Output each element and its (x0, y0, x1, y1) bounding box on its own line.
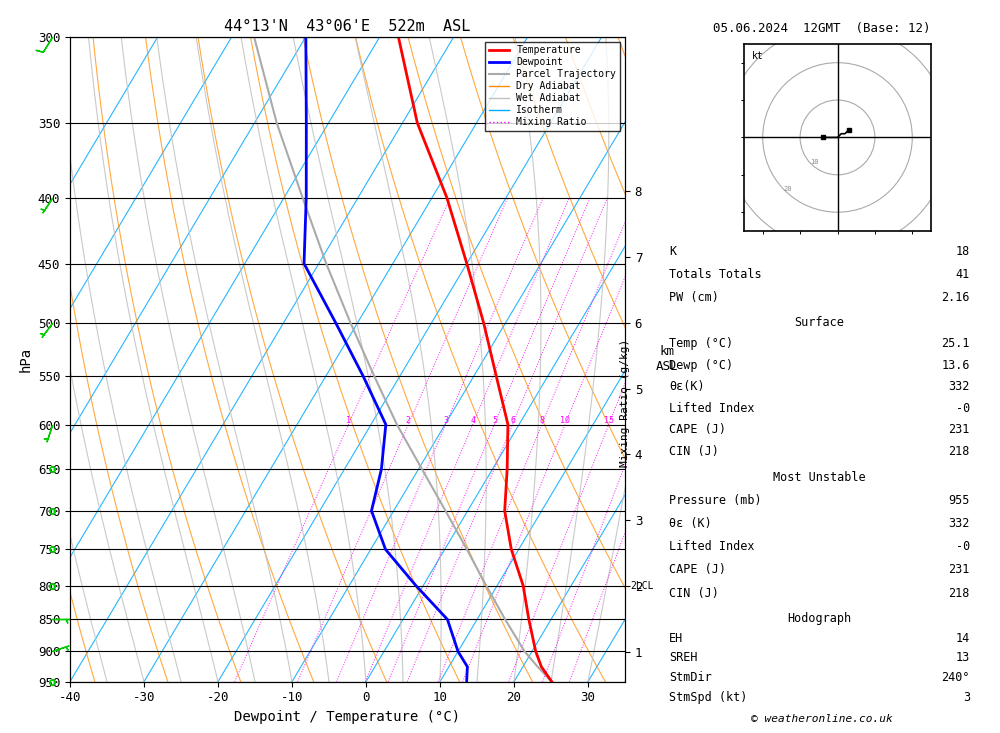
Title: 44°13'N  43°06'E  522m  ASL: 44°13'N 43°06'E 522m ASL (224, 19, 471, 34)
Y-axis label: km
ASL: km ASL (656, 345, 678, 373)
Text: 5: 5 (492, 416, 497, 424)
Text: 3: 3 (963, 691, 970, 704)
Text: CIN (J): CIN (J) (669, 586, 719, 600)
Text: Surface: Surface (795, 316, 844, 329)
Text: 6: 6 (510, 416, 515, 424)
Text: θε (K): θε (K) (669, 517, 712, 530)
Text: © weatheronline.co.uk: © weatheronline.co.uk (751, 714, 893, 724)
Text: 14: 14 (956, 632, 970, 644)
Y-axis label: hPa: hPa (18, 347, 32, 372)
Text: Temp (°C): Temp (°C) (669, 337, 733, 350)
Text: K: K (669, 245, 676, 258)
Text: Mixing Ratio (g/kg): Mixing Ratio (g/kg) (620, 339, 630, 467)
Text: 4: 4 (470, 416, 475, 424)
Text: CIN (J): CIN (J) (669, 444, 719, 457)
Text: 15: 15 (604, 416, 614, 424)
Text: Totals Totals: Totals Totals (669, 268, 762, 281)
Text: 25.1: 25.1 (941, 337, 970, 350)
Text: 18: 18 (956, 245, 970, 258)
Text: EH: EH (669, 632, 683, 644)
Text: 231: 231 (949, 564, 970, 576)
Text: StmDir: StmDir (669, 671, 712, 684)
Legend: Temperature, Dewpoint, Parcel Trajectory, Dry Adiabat, Wet Adiabat, Isotherm, Mi: Temperature, Dewpoint, Parcel Trajectory… (485, 42, 620, 131)
Text: SREH: SREH (669, 652, 698, 664)
Text: 8: 8 (539, 416, 544, 424)
Text: PW (cm): PW (cm) (669, 291, 719, 304)
Text: Dewp (°C): Dewp (°C) (669, 358, 733, 372)
Text: 41: 41 (956, 268, 970, 281)
Text: -0: -0 (956, 402, 970, 415)
Text: 2: 2 (406, 416, 411, 424)
Text: CAPE (J): CAPE (J) (669, 423, 726, 436)
Text: CAPE (J): CAPE (J) (669, 564, 726, 576)
Text: 218: 218 (949, 586, 970, 600)
Text: θε(K): θε(K) (669, 380, 705, 393)
Text: 2LCL: 2LCL (631, 581, 654, 591)
X-axis label: Dewpoint / Temperature (°C): Dewpoint / Temperature (°C) (234, 710, 461, 724)
Text: Lifted Index: Lifted Index (669, 540, 755, 553)
Text: 05.06.2024  12GMT  (Base: 12): 05.06.2024 12GMT (Base: 12) (713, 22, 931, 35)
Text: 332: 332 (949, 517, 970, 530)
Text: 10: 10 (560, 416, 570, 424)
Text: 955: 955 (949, 494, 970, 507)
Text: 13.6: 13.6 (941, 358, 970, 372)
Text: 240°: 240° (941, 671, 970, 684)
Text: 1: 1 (346, 416, 351, 424)
Text: 10: 10 (811, 159, 819, 166)
Text: 332: 332 (949, 380, 970, 393)
Text: 13: 13 (956, 652, 970, 664)
Text: 20: 20 (784, 186, 792, 192)
Text: kt: kt (752, 51, 763, 61)
Text: Lifted Index: Lifted Index (669, 402, 755, 415)
Text: StmSpd (kt): StmSpd (kt) (669, 691, 747, 704)
Text: 3: 3 (443, 416, 448, 424)
Text: 231: 231 (949, 423, 970, 436)
Text: Most Unstable: Most Unstable (773, 471, 866, 484)
Text: Pressure (mb): Pressure (mb) (669, 494, 762, 507)
Text: -0: -0 (956, 540, 970, 553)
Text: Hodograph: Hodograph (787, 612, 852, 625)
Text: 218: 218 (949, 444, 970, 457)
Text: 2.16: 2.16 (941, 291, 970, 304)
